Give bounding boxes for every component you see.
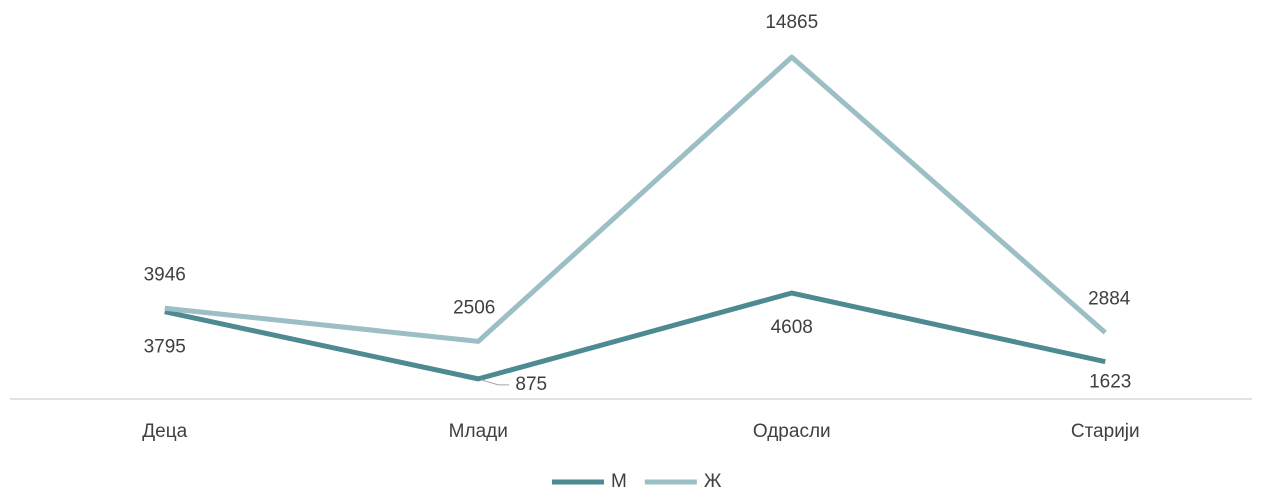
x-tick-label: Деца [142, 421, 187, 442]
data-label: 4608 [771, 317, 813, 338]
series-line [164, 54, 1107, 344]
data-label: 1623 [1089, 372, 1131, 393]
legend-label: Ж [704, 471, 722, 490]
data-label: 875 [515, 374, 547, 395]
data-label: 2506 [453, 297, 495, 318]
x-tick-label: Старији [1071, 421, 1140, 442]
x-tick-label: Млади [449, 421, 508, 442]
data-label: 14865 [765, 12, 818, 33]
x-tick-label: Одрасли [753, 421, 831, 442]
legend-label: М [611, 471, 627, 490]
data-label: 2884 [1088, 289, 1131, 310]
leader-line [481, 379, 510, 386]
data-label: 3795 [144, 337, 186, 358]
data-label: 3946 [144, 264, 186, 285]
series-line [164, 290, 1106, 382]
